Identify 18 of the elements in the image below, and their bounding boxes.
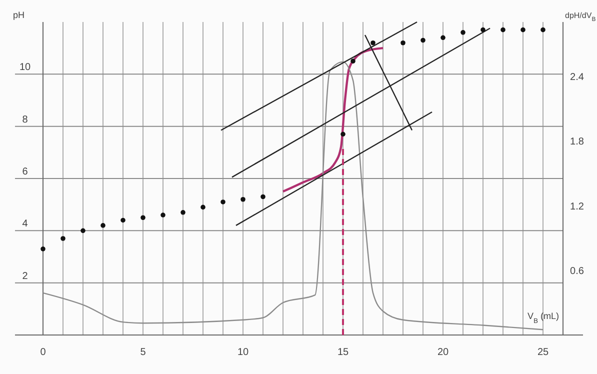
- y2-axis-title: dpH/dV$_{B}$: [565, 11, 596, 23]
- x-tick-label: 5: [140, 347, 146, 358]
- y-tick-label: 10: [19, 62, 31, 74]
- x-tick-label: 25: [537, 347, 549, 358]
- x-tick-label: 20: [437, 347, 449, 358]
- y2-tick-label: 0.6: [570, 266, 584, 278]
- y2-tick-label: 1.8: [570, 136, 584, 148]
- y-axis-title: pH: [13, 10, 25, 20]
- x-axis-title: V$_{B}$ (mL): [527, 311, 559, 324]
- y-tick-label: 8: [22, 114, 28, 126]
- y2-tick-label: 1.2: [570, 201, 584, 212]
- y-tick-label: 2: [22, 270, 28, 282]
- y-tick-label: 6: [22, 166, 28, 178]
- x-tick-label: 15: [337, 347, 349, 358]
- y2-tick-label: 2.4: [570, 72, 584, 83]
- y-tick-label: 4: [22, 218, 28, 230]
- x-tick-label: 0: [40, 347, 46, 358]
- x-tick-label: 10: [237, 347, 249, 358]
